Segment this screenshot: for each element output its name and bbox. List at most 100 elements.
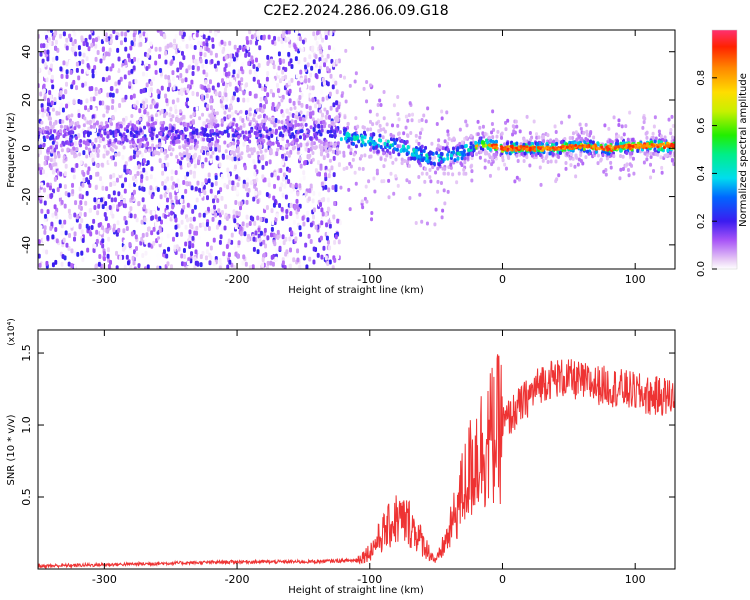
heatmap-cell [330, 165, 334, 171]
heatmap-cell [101, 204, 105, 210]
heatmap-cell [298, 183, 302, 189]
heatmap-cell [191, 65, 195, 71]
heatmap-cell [141, 252, 145, 258]
heatmap-cell [88, 139, 92, 144]
heatmap-cell [329, 73, 333, 79]
heatmap-cell [73, 45, 77, 51]
heatmap-cell [287, 178, 291, 184]
heatmap-cell [245, 135, 249, 140]
heatmap-cell [80, 229, 84, 235]
heatmap-cell [75, 147, 79, 152]
heatmap-cell [278, 186, 282, 192]
heatmap-cell [166, 233, 170, 239]
heatmap-cell [235, 210, 239, 216]
heatmap-cell [666, 144, 670, 148]
heatmap-cell [38, 138, 42, 144]
heatmap-cell [376, 149, 380, 154]
heatmap-cell [302, 221, 306, 227]
heatmap-cell [242, 183, 246, 189]
heatmap-cell [205, 249, 209, 255]
heatmap-cell [91, 68, 95, 74]
heatmap-cell [515, 175, 519, 180]
heatmap-cell [500, 131, 504, 136]
heatmap-cell [185, 181, 189, 187]
heatmap-cell [134, 146, 138, 151]
heatmap-cell [227, 107, 231, 113]
heatmap-cell [170, 59, 174, 65]
heatmap-cell [58, 118, 62, 124]
heatmap-cell [274, 130, 278, 135]
heatmap-cell [100, 225, 104, 231]
heatmap-cell [143, 204, 147, 210]
heatmap-cell [89, 198, 93, 204]
heatmap-cell [486, 140, 490, 145]
heatmap-cell [138, 144, 142, 149]
heatmap-cell [314, 62, 318, 68]
heatmap-cell [436, 179, 440, 184]
heatmap-cell [258, 114, 262, 119]
heatmap-cell [263, 177, 267, 183]
heatmap-cell [303, 57, 307, 63]
heatmap-cell [585, 145, 589, 149]
heatmap-cell [182, 55, 186, 61]
heatmap-cell [195, 197, 199, 203]
heatmap-cell [270, 254, 274, 260]
heatmap-cell [551, 151, 555, 156]
heatmap-cell [395, 147, 399, 152]
heatmap-cell [74, 141, 78, 147]
heatmap-cell [262, 138, 266, 143]
heatmap-cell [151, 143, 155, 149]
heatmap-cell [119, 123, 123, 128]
heatmap-cell [129, 45, 133, 51]
heatmap-cell [326, 81, 330, 87]
heatmap-cell [105, 66, 109, 72]
heatmap-cell [185, 68, 189, 74]
heatmap-cell [657, 129, 661, 134]
heatmap-cell [156, 30, 160, 33]
heatmap-cell [400, 161, 404, 166]
heatmap-cell [174, 170, 178, 176]
heatmap-cell [290, 230, 294, 236]
heatmap-cell [147, 118, 151, 123]
heatmap-cell [322, 245, 326, 251]
heatmap-cell [324, 57, 328, 63]
heatmap-cell [58, 106, 62, 112]
heatmap-cell [329, 141, 333, 146]
heatmap-cell [205, 195, 209, 201]
heatmap-cell [133, 126, 137, 131]
heatmap-cell [322, 196, 326, 202]
heatmap-cell [88, 86, 92, 92]
heatmap-cell [191, 243, 195, 249]
heatmap-cell [385, 142, 389, 147]
heatmap-cell [398, 136, 402, 141]
heatmap-cell [300, 43, 304, 49]
heatmap-cell [252, 196, 256, 202]
heatmap-cell [42, 248, 46, 254]
heatmap-cell [347, 132, 351, 137]
heatmap-cell [273, 241, 277, 247]
heatmap-cell [361, 205, 365, 210]
heatmap-cell [579, 158, 583, 163]
heatmap-cell [240, 66, 244, 72]
heatmap-cell [601, 153, 605, 158]
heatmap-cell [229, 53, 233, 59]
heatmap-cell [145, 175, 149, 181]
heatmap-cell [441, 146, 445, 151]
heatmap-cell [161, 135, 165, 141]
heatmap-cell [381, 147, 385, 152]
heatmap-cell [618, 176, 622, 181]
heatmap-cell [143, 217, 147, 223]
heatmap-cell [284, 74, 288, 80]
heatmap-cell [314, 103, 318, 109]
heatmap-cell [93, 204, 97, 210]
heatmap-cell [184, 139, 188, 144]
heatmap-cell [140, 174, 144, 180]
heatmap-cell [311, 151, 315, 156]
heatmap-cell [299, 129, 303, 134]
heatmap-cell [509, 147, 513, 151]
heatmap-cell [278, 126, 282, 131]
heatmap-cell [218, 265, 222, 269]
heatmap-cell [95, 120, 99, 126]
heatmap-cell [201, 63, 205, 69]
heatmap-cell [245, 222, 249, 228]
